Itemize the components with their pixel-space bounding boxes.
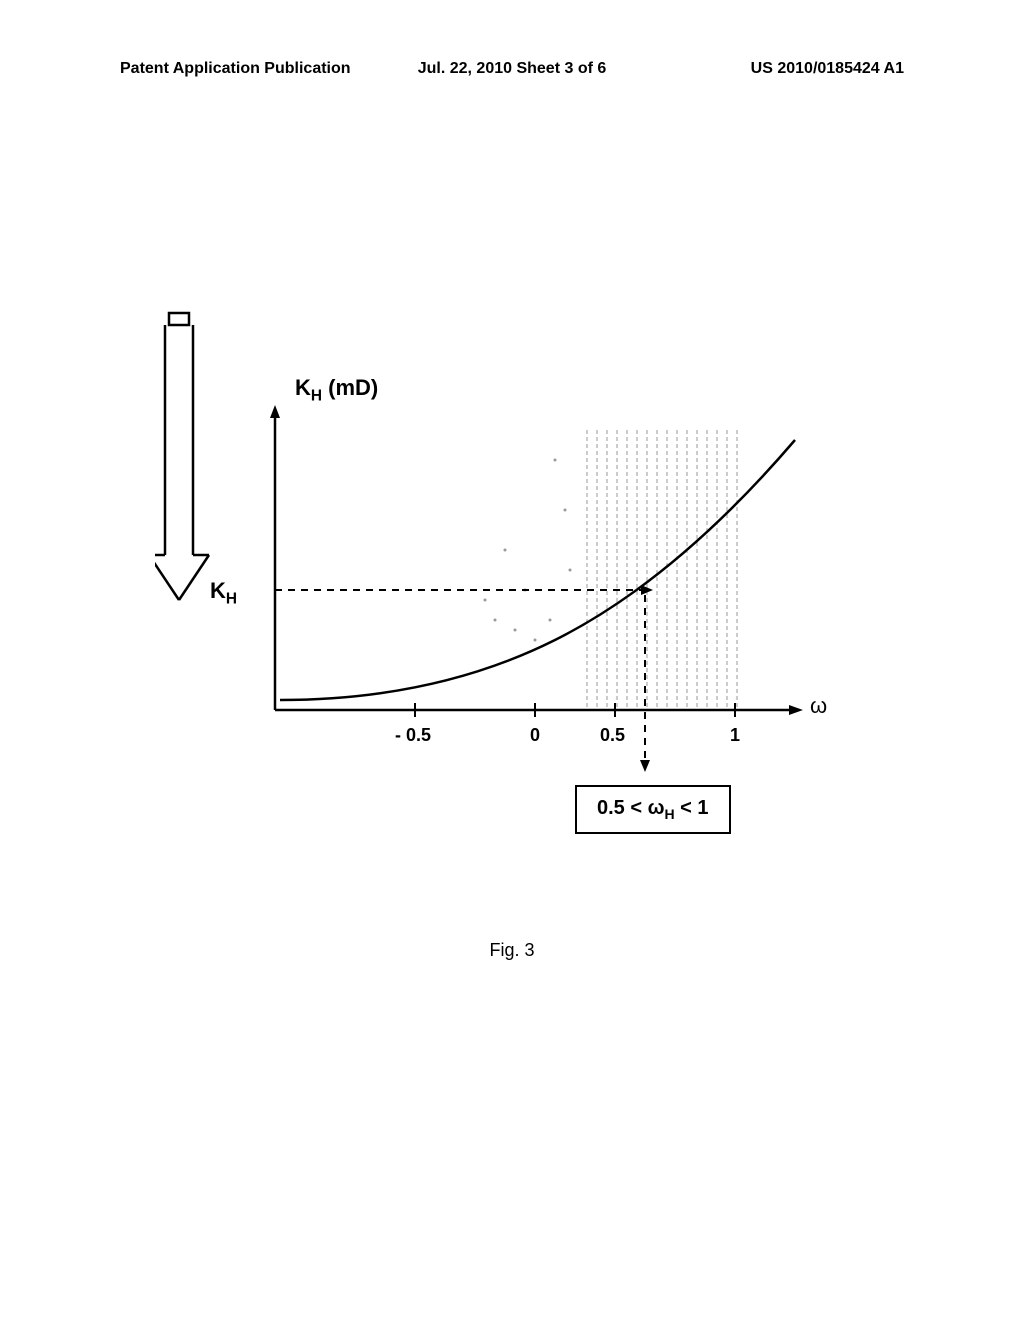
x-axis-label: ω bbox=[810, 693, 827, 719]
figure-container: KH (mD) KH ω - 0.5 0 0.5 1 0.5 < ωH < 1 bbox=[155, 310, 875, 870]
tick-label-3: 1 bbox=[730, 725, 740, 746]
dashed-vert-arrow bbox=[640, 760, 650, 772]
tick-label-2: 0.5 bbox=[600, 725, 625, 746]
figure-caption: Fig. 3 bbox=[0, 940, 1024, 961]
noise-dots bbox=[484, 459, 572, 642]
header-right: US 2010/0185424 A1 bbox=[643, 60, 904, 78]
chart-svg bbox=[155, 310, 875, 870]
x-axis-arrow bbox=[789, 705, 803, 715]
big-down-arrow bbox=[155, 310, 209, 600]
result-box: 0.5 < ωH < 1 bbox=[575, 785, 731, 834]
patent-header: Patent Application Publication Jul. 22, … bbox=[0, 60, 1024, 78]
y-axis-arrow bbox=[270, 405, 280, 418]
kh-marker-label: KH bbox=[210, 578, 237, 608]
header-left: Patent Application Publication bbox=[120, 60, 381, 78]
tick-label-0: - 0.5 bbox=[395, 725, 431, 746]
tick-label-1: 0 bbox=[530, 725, 540, 746]
header-mid: Jul. 22, 2010 Sheet 3 of 6 bbox=[381, 60, 642, 78]
y-axis-label: KH (mD) bbox=[295, 375, 378, 405]
